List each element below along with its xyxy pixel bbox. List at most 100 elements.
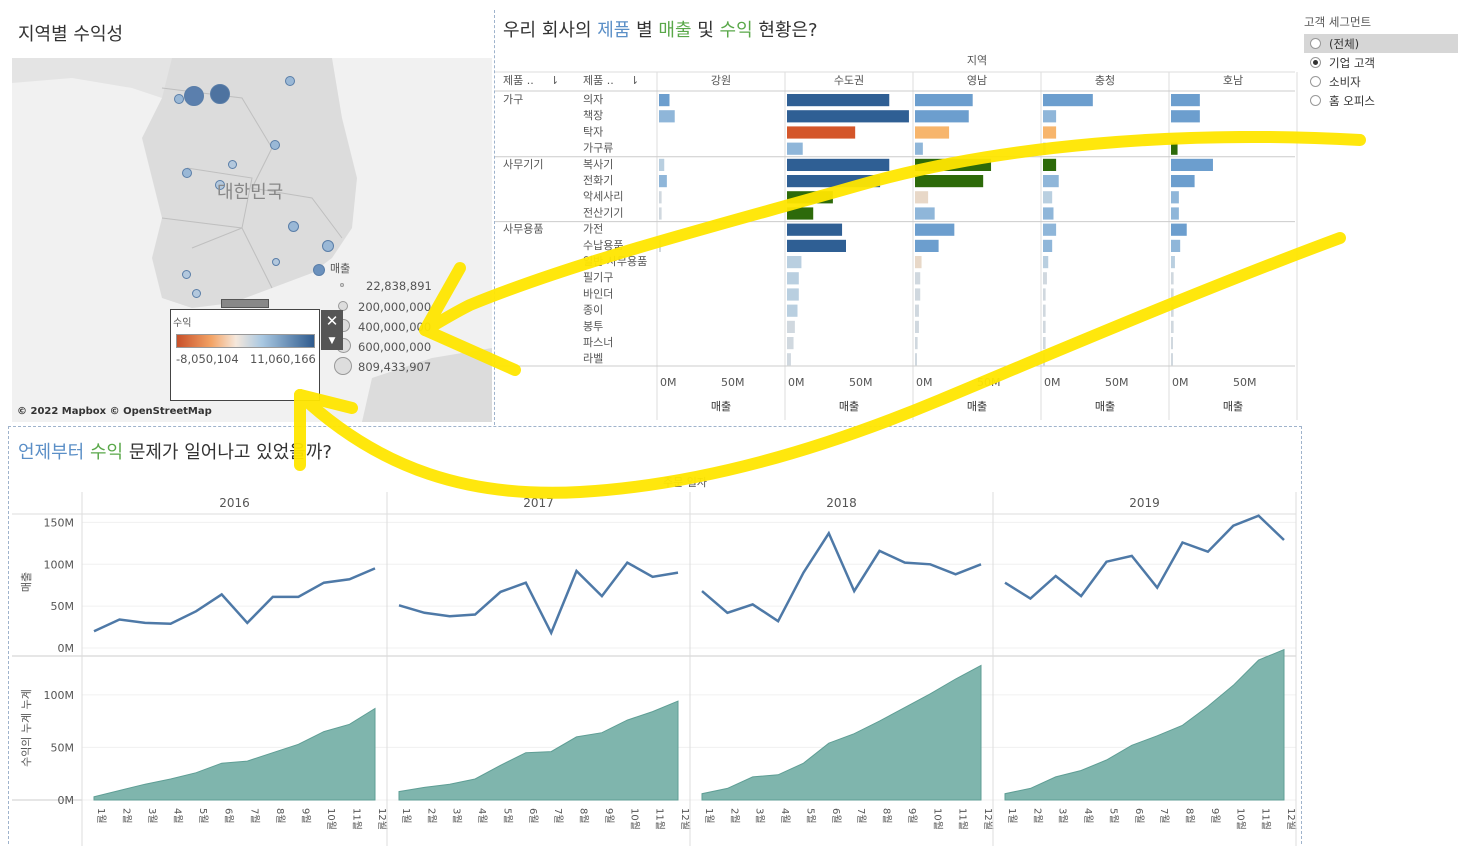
y-tick: 100M xyxy=(44,689,75,702)
radio-icon[interactable] xyxy=(1310,76,1321,87)
bar-mark xyxy=(1043,337,1046,350)
year-header: 2017 xyxy=(523,496,554,510)
header-label: 제품 .. xyxy=(583,74,614,87)
axis-tick: 50M xyxy=(1105,376,1129,389)
bar-mark xyxy=(1043,158,1057,171)
region-bubble[interactable] xyxy=(184,86,204,106)
month-tick: 11월 xyxy=(1260,808,1272,830)
month-tick: 4월 xyxy=(476,808,488,824)
bar-mark xyxy=(1171,142,1178,155)
size-legend-value: 200,000,000 xyxy=(358,300,432,314)
bar-mark xyxy=(1171,353,1173,366)
month-tick: 1월 xyxy=(95,808,107,824)
month-tick: 7월 xyxy=(855,808,867,824)
bar-mark xyxy=(787,288,799,301)
region-bubble[interactable] xyxy=(272,258,280,266)
segment-filter[interactable]: 고객 세그먼트 (전체) 기업 고객 소비자 홈 오피스 xyxy=(1304,12,1458,110)
size-legend-title: 매출 xyxy=(330,262,351,275)
region-bubble[interactable] xyxy=(210,84,230,104)
segment-option-all[interactable]: (전체) xyxy=(1304,34,1458,53)
region-bubble[interactable] xyxy=(322,240,334,252)
region-bubble[interactable] xyxy=(270,140,280,150)
category-label: 사무기기 xyxy=(503,158,543,171)
region-bubble[interactable] xyxy=(215,180,225,190)
radio-selected-icon[interactable] xyxy=(1310,57,1321,68)
bar-mark xyxy=(1171,158,1213,171)
month-tick: 1월 xyxy=(400,808,412,824)
line-panel-title: 언제부터 수익 문제가 일어나고 있었을까? xyxy=(18,438,332,464)
panel-divider xyxy=(8,426,1302,427)
month-tick: 8월 xyxy=(578,808,590,824)
axis-tick: 50M xyxy=(977,376,1001,389)
bar-mark xyxy=(1043,126,1057,139)
bar-mark xyxy=(1043,110,1057,123)
bar-mark xyxy=(1043,353,1045,366)
bar-mark xyxy=(1171,272,1174,285)
subcategory-label: 전화기 xyxy=(583,174,613,187)
dropdown-icon[interactable]: ▼ xyxy=(321,332,343,350)
region-bubble[interactable] xyxy=(313,264,325,276)
size-legend-value: 400,000,000 xyxy=(358,320,432,334)
subcategory-label: 가전 xyxy=(583,223,603,236)
bar-mark xyxy=(1171,223,1187,236)
bar-mark xyxy=(787,272,799,285)
month-tick: 2월 xyxy=(425,808,437,824)
region-bubble[interactable] xyxy=(228,160,237,169)
axis-tick: 0M xyxy=(660,376,677,389)
region-header: 영남 xyxy=(967,74,987,87)
bar-mark xyxy=(1171,191,1179,204)
month-tick: 3월 xyxy=(451,808,463,824)
title-part: 및 xyxy=(691,20,720,41)
panel-divider xyxy=(1301,426,1302,844)
segment-option-home-office[interactable]: 홈 오피스 xyxy=(1304,91,1458,110)
bar-mark xyxy=(915,142,923,155)
year-header: 2018 xyxy=(826,496,857,510)
bar-mark xyxy=(1043,272,1047,285)
sort-icon: ⇂ xyxy=(550,74,559,87)
bar-mark xyxy=(1043,223,1057,236)
region-header: 강원 xyxy=(711,74,731,87)
month-tick: 9월 xyxy=(603,808,615,824)
y-tick: 100M xyxy=(44,558,75,571)
region-bubble[interactable] xyxy=(285,76,295,86)
profit-area xyxy=(1004,648,1285,801)
month-tick: 5월 xyxy=(804,808,816,824)
profit-legend[interactable]: 수익 ✕ ▼ -8,050,104 11,060,166 xyxy=(170,299,343,401)
close-icon[interactable]: ✕ xyxy=(321,310,343,332)
panel-divider xyxy=(8,426,9,844)
region-bubble[interactable] xyxy=(288,221,299,232)
map-attribution[interactable]: © 2022 Mapbox © OpenStreetMap xyxy=(17,406,212,417)
bar-mark xyxy=(787,191,833,204)
region-bubble[interactable] xyxy=(182,168,192,178)
radio-icon[interactable] xyxy=(1310,38,1321,49)
subcategory-label: 전산기기 xyxy=(583,206,623,219)
axis-title: 매출 xyxy=(839,400,859,413)
bar-mark xyxy=(659,207,662,220)
month-tick: 3월 xyxy=(754,808,766,824)
subcategory-label: 의자 xyxy=(583,93,603,106)
segment-option-corporate[interactable]: 기업 고객 xyxy=(1304,53,1458,72)
axis-tick: 0M xyxy=(1172,376,1189,389)
bar-mark xyxy=(1043,191,1053,204)
bar-mark xyxy=(915,288,921,301)
bar-mark xyxy=(915,175,984,188)
segment-option-consumer[interactable]: 소비자 xyxy=(1304,72,1458,91)
bar-mark xyxy=(1043,142,1046,155)
subcategory-label: 탁자 xyxy=(583,125,603,138)
title-part: 별 xyxy=(630,20,659,41)
subcategory-label: 봉투 xyxy=(583,320,603,333)
month-tick: 8월 xyxy=(1184,808,1196,824)
region-bubble[interactable] xyxy=(192,289,201,298)
profit-min: -8,050,104 xyxy=(176,352,239,366)
bar-mark xyxy=(787,158,890,171)
region-bubble[interactable] xyxy=(182,270,191,279)
region-bubble[interactable] xyxy=(174,94,184,104)
month-tick: 11월 xyxy=(957,808,969,830)
bar-mark xyxy=(915,239,939,252)
legend-drag-handle[interactable] xyxy=(221,299,269,308)
month-tick: 5월 xyxy=(501,808,513,824)
bar-mark xyxy=(1171,94,1200,107)
radio-icon[interactable] xyxy=(1310,95,1321,106)
